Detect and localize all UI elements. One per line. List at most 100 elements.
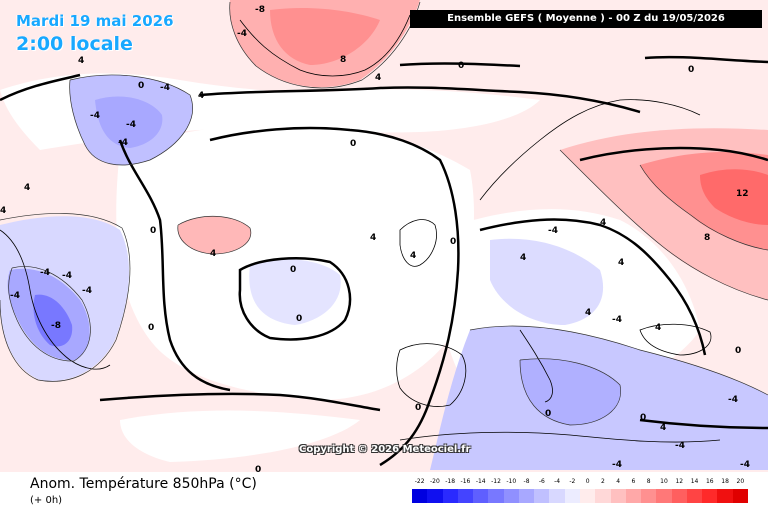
contour-label: -4 <box>90 111 100 121</box>
warm-zone-greenland-core <box>270 8 380 66</box>
legend-tick-label: -20 <box>430 478 440 485</box>
legend-swatch <box>702 489 718 503</box>
contour-label: 4 <box>618 258 624 268</box>
zero-contour-mediterranean <box>639 418 768 430</box>
legend-swatch <box>534 489 550 503</box>
contour-label: 8 <box>704 233 710 243</box>
cold-zone-baffin-core <box>95 96 163 148</box>
legend-swatch <box>732 489 749 503</box>
contour-label: 4 <box>375 73 381 83</box>
contour-label: -4 <box>10 291 20 301</box>
legend-tick-label: 2 <box>600 478 605 485</box>
neutral-zone-south <box>120 410 360 462</box>
legend-tick-label: 0 <box>585 478 590 485</box>
legend-swatch <box>503 489 520 503</box>
legend-tick-label: -4 <box>554 478 561 485</box>
contour-label: -8 <box>51 321 61 331</box>
legend-tick-label: -22 <box>414 478 425 485</box>
coastline-scandinavia <box>479 99 701 201</box>
legend-swatch <box>427 489 444 503</box>
contour-label: 0 <box>545 409 551 419</box>
model-run-banner: Ensemble GEFS ( Moyenne ) - 00 Z du 19/0… <box>410 10 762 28</box>
contour-label: -4 <box>612 315 622 325</box>
copyright-watermark: Copyright © 2026 Meteociel.fr <box>299 444 471 455</box>
legend-tick-label: -8 <box>523 478 530 485</box>
contour-label: 4 <box>24 183 30 193</box>
zero-contour-south <box>99 392 381 412</box>
zero-contour-ridge <box>118 139 231 392</box>
contour-label: -4 <box>237 29 247 39</box>
warm-zone-atlantic-patch <box>177 216 251 254</box>
legend-swatch <box>473 489 489 503</box>
contour-label: 0 <box>150 226 156 236</box>
legend-swatch <box>442 489 459 503</box>
contour-label: -4 <box>62 271 72 281</box>
contour-label: 4 <box>370 233 376 243</box>
anomaly-map: -8 -4 -4 4 4 0 0 -4 -4 0 -4 -4 4 4 -4 -4… <box>0 0 768 472</box>
contour-label: 4 <box>210 249 216 259</box>
contour-label: -4 <box>82 286 92 296</box>
zero-contours <box>0 55 768 467</box>
legend-tick-label: 8 <box>646 478 651 485</box>
legend-tick-label: 14 <box>690 478 699 485</box>
coastline-iberia <box>396 343 467 407</box>
contour-label: 4 <box>410 251 416 261</box>
contour-label: 0 <box>138 81 144 91</box>
contour-label: -4 <box>160 83 170 93</box>
coastline-black-sea <box>639 323 712 356</box>
contour-label: -4 <box>728 395 738 405</box>
contour-label: -4 <box>548 226 558 236</box>
legend-tick-label: -6 <box>538 478 545 485</box>
contour-label: 12 <box>736 189 749 199</box>
forecast-offset: (+ 0h) <box>30 495 63 506</box>
legend-tick-label: -10 <box>506 478 517 485</box>
legend-tick-label: 16 <box>705 478 714 485</box>
coastline-italy <box>519 329 553 403</box>
contour-label: 0 <box>290 265 296 275</box>
legend-tick-label: 10 <box>660 478 668 485</box>
coastline-british-isles <box>399 219 437 267</box>
coastlines <box>0 14 721 443</box>
contour-label: -4 <box>118 138 128 148</box>
legend-tick-label: -2 <box>569 478 576 485</box>
legend-tick-label: -18 <box>445 478 456 485</box>
contour-label: 4 <box>585 308 591 318</box>
legend-tick-label: -14 <box>475 478 486 485</box>
forecast-local-time: 2:00 locale <box>16 33 133 55</box>
legend-tick-label: 20 <box>736 478 745 485</box>
interval-contours <box>0 1 768 426</box>
contour-label: 0 <box>415 403 421 413</box>
legend-swatch <box>671 489 688 503</box>
zero-contour-atlantic <box>209 126 460 467</box>
legend-swatch <box>686 489 703 503</box>
color-scale-legend: -22 -20 -18 -16 -14 -12 -10 -8 -6 -4 -2 0 2 4 6 8 10 12 14… <box>412 478 752 508</box>
contour-label: -4 <box>740 460 750 470</box>
legend-swatch <box>641 489 657 503</box>
legend-swatch <box>610 489 627 503</box>
contour-label: 0 <box>350 139 356 149</box>
legend-swatch <box>457 489 474 503</box>
cold-zone-canada-core <box>33 294 73 347</box>
legend-swatch <box>518 489 535 503</box>
contour-label: 0 <box>640 413 646 423</box>
contour-label: 0 <box>148 323 154 333</box>
coastline-canada <box>0 229 111 370</box>
cold-zone-central-europe <box>490 238 604 325</box>
zero-contour-arctic <box>399 55 768 68</box>
forecast-date: Mardi 19 mai 2026 <box>16 12 174 30</box>
zero-contour-central-atlantic <box>238 257 352 341</box>
contour-label: 0 <box>450 237 456 247</box>
coastline-north-africa <box>399 431 721 443</box>
zero-contour-europe <box>479 218 707 356</box>
contour-label: -4 <box>40 268 50 278</box>
parameter-title: Anom. Température 850hPa (°C) <box>30 476 257 492</box>
contour-label: -4 <box>612 460 622 470</box>
cold-zone-atlantic-blob <box>249 259 341 325</box>
contour-value-labels: -8 -4 -4 4 4 0 0 -4 -4 0 -4 -4 4 4 -4 -4… <box>0 5 750 472</box>
contour-label: 0 <box>458 61 464 71</box>
contour-label: 0 <box>688 65 694 75</box>
legend-swatch <box>564 489 581 503</box>
legend-swatch <box>412 489 428 503</box>
legend-tick-label: 18 <box>721 478 729 485</box>
